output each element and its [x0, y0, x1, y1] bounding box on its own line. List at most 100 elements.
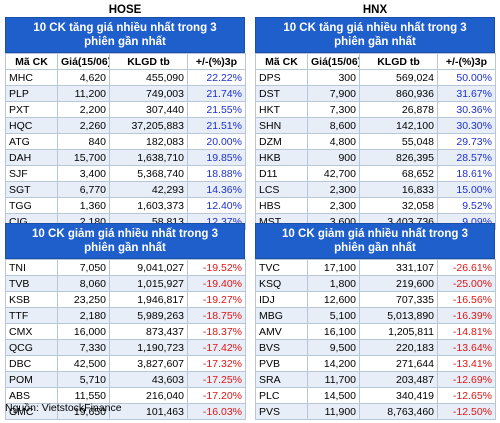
cell-volume: 860,936 — [359, 85, 438, 102]
cell-price: 4,800 — [307, 133, 360, 150]
table-row: TNI 7,050 9,041,027 -19.52% — [5, 259, 246, 276]
cell-volume: 142,100 — [359, 117, 438, 134]
cell-symbol: CMX — [5, 323, 58, 340]
cell-symbol: KSQ — [255, 275, 308, 292]
cell-symbol: BVS — [255, 339, 308, 356]
cell-change: -17.32% — [187, 355, 246, 372]
col-header-volume: KLGD tb — [109, 53, 188, 70]
table-row: TVC 17,100 331,107 -26.61% — [255, 259, 496, 276]
cell-change: -17.20% — [187, 387, 246, 404]
table-row: PVS 11,900 8,763,460 -12.50% — [255, 403, 496, 420]
cell-change: 22.22% — [187, 69, 246, 86]
cell-change: -18.75% — [187, 307, 246, 324]
cell-price: 14,500 — [307, 387, 360, 404]
col-header-change: +/-(%)3p — [437, 53, 496, 70]
cell-volume: 5,989,263 — [109, 307, 188, 324]
hose-gainers-rows: MHC 4,620 455,090 22.22% PLP 11,200 749,003 21.… — [5, 69, 246, 230]
cell-change: 18.88% — [187, 165, 246, 182]
hnx-losers-panel: 10 CK giảm giá nhiều nhất trong 3 phiên … — [255, 223, 496, 420]
cell-price: 14,200 — [307, 355, 360, 372]
cell-change: 14.36% — [187, 181, 246, 198]
cell-volume: 307,440 — [109, 101, 188, 118]
cell-symbol: DPS — [255, 69, 308, 86]
cell-symbol: LCS — [255, 181, 308, 198]
hose-losers-rows: TNI 7,050 9,041,027 -19.52% TVB 8,060 1,015,92… — [5, 259, 246, 420]
table-row: PXT 2,200 307,440 21.55% — [5, 101, 246, 118]
cell-price: 7,300 — [307, 101, 360, 118]
cell-volume: 8,763,460 — [359, 403, 438, 420]
cell-volume: 26,878 — [359, 101, 438, 118]
table-row: DPS 300 569,024 50.00% — [255, 69, 496, 86]
cell-volume: 1,946,817 — [109, 291, 188, 308]
table-row: KSB 23,250 1,946,817 -19.27% — [5, 291, 246, 308]
cell-volume: 32,058 — [359, 197, 438, 214]
table-row: SGT 6,770 42,293 14.36% — [5, 181, 246, 198]
cell-volume: 37,205,883 — [109, 117, 188, 134]
table-row: TTF 2,180 5,989,263 -18.75% — [5, 307, 246, 324]
table-row: SJF 3,400 5,368,740 18.88% — [5, 165, 246, 182]
cell-change: -18.37% — [187, 323, 246, 340]
cell-symbol: PLC — [255, 387, 308, 404]
cell-symbol: SRA — [255, 371, 308, 388]
table-row: PVB 14,200 271,644 -13.41% — [255, 355, 496, 372]
cell-symbol: AMV — [255, 323, 308, 340]
table-row: LCS 2,300 16,833 15.00% — [255, 181, 496, 198]
cell-change: -13.64% — [437, 339, 496, 356]
table-row: SRA 11,700 203,487 -12.69% — [255, 371, 496, 388]
cell-change: 30.30% — [437, 117, 496, 134]
cell-symbol: MHC — [5, 69, 58, 86]
cell-volume: 455,090 — [109, 69, 188, 86]
cell-volume: 219,600 — [359, 275, 438, 292]
cell-volume: 749,003 — [109, 85, 188, 102]
cell-volume: 873,437 — [109, 323, 188, 340]
cell-symbol: HQC — [5, 117, 58, 134]
cell-symbol: SHN — [255, 117, 308, 134]
hnx-gainers-rows: DPS 300 569,024 50.00% DST 7,900 860,936 31.67%… — [255, 69, 496, 230]
cell-change: 12.40% — [187, 197, 246, 214]
cell-volume: 271,644 — [359, 355, 438, 372]
cell-volume: 1,205,811 — [359, 323, 438, 340]
cell-price: 1,360 — [57, 197, 110, 214]
table-row: HBS 2,300 32,058 9.52% — [255, 197, 496, 214]
cell-symbol: HKT — [255, 101, 308, 118]
cell-price: 9,500 — [307, 339, 360, 356]
cell-symbol: ABS — [5, 387, 58, 404]
source-note: Nguồn: VietstockFinance — [5, 402, 122, 414]
cell-price: 15,700 — [57, 149, 110, 166]
cell-change: 29.73% — [437, 133, 496, 150]
cell-volume: 569,024 — [359, 69, 438, 86]
col-header-price: Giá(15/06) — [307, 53, 360, 70]
cell-symbol: D11 — [255, 165, 308, 182]
cell-change: -17.42% — [187, 339, 246, 356]
hnx-losers-table: TVC 17,100 331,107 -26.61% KSQ 1,800 219,600 -2… — [255, 259, 496, 420]
cell-symbol: SJF — [5, 165, 58, 182]
cell-volume: 220,183 — [359, 339, 438, 356]
cell-change: 31.67% — [437, 85, 496, 102]
cell-volume: 1,638,710 — [109, 149, 188, 166]
cell-volume: 216,040 — [109, 387, 188, 404]
table-row: AMV 16,100 1,205,811 -14.81% — [255, 323, 496, 340]
hnx-gainers-title: 10 CK tăng giá nhiều nhất trong 3 phiên … — [255, 17, 495, 53]
cell-change: -25.00% — [437, 275, 496, 292]
cell-volume: 42,293 — [109, 181, 188, 198]
cell-change: 21.55% — [187, 101, 246, 118]
cell-change: -14.81% — [437, 323, 496, 340]
exchange-label-hose: HOSE — [108, 4, 142, 16]
table-row: PLC 14,500 340,419 -12.65% — [255, 387, 496, 404]
cell-change: 15.00% — [437, 181, 496, 198]
hose-losers-panel: 10 CK giảm giá nhiều nhất trong 3 phiên … — [5, 223, 246, 420]
cell-volume: 182,083 — [109, 133, 188, 150]
table-header-row: Mã CK Giá(15/06) KLGD tb +/-(%)3p — [5, 53, 246, 70]
cell-volume: 340,419 — [359, 387, 438, 404]
cell-price: 2,300 — [307, 181, 360, 198]
cell-volume: 1,603,373 — [109, 197, 188, 214]
cell-symbol: TVB — [5, 275, 58, 292]
table-row: DBC 42,500 3,827,607 -17.32% — [5, 355, 246, 372]
cell-price: 3,400 — [57, 165, 110, 182]
table-row: PLP 11,200 749,003 21.74% — [5, 85, 246, 102]
table-row: IDJ 12,600 707,335 -16.56% — [255, 291, 496, 308]
cell-price: 7,900 — [307, 85, 360, 102]
table-row: POM 5,710 43,603 -17.25% — [5, 371, 246, 388]
cell-symbol: TGG — [5, 197, 58, 214]
cell-symbol: PLP — [5, 85, 58, 102]
